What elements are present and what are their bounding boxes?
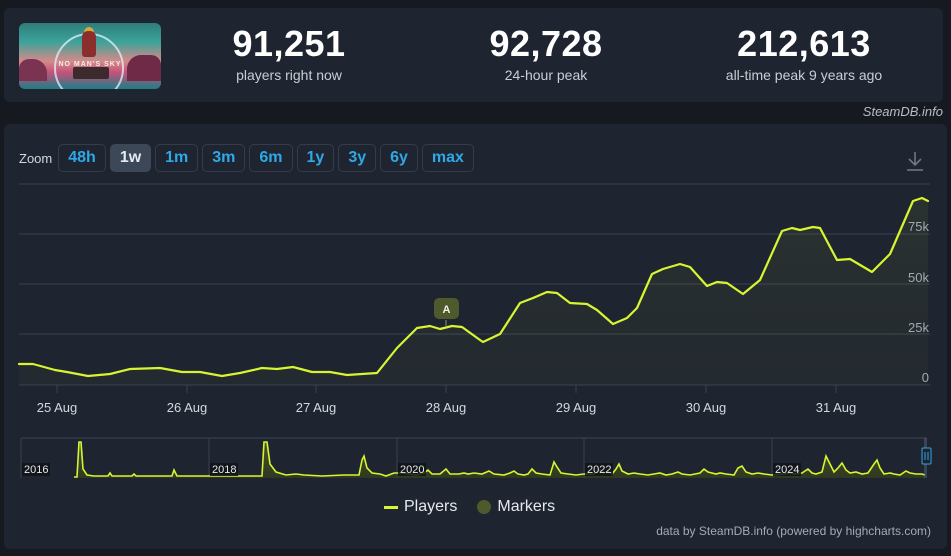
navigator[interactable]: 2016 2018 2020 2022 2024 — [20, 437, 932, 478]
year-label: 2016 — [24, 464, 48, 476]
zoom-max-button[interactable]: max — [421, 144, 474, 172]
x-label: 31 Aug — [816, 400, 857, 415]
x-axis-ticks — [56, 385, 837, 393]
chart-legend: Players Markers — [384, 498, 575, 516]
game-logo-text: NO MAN'S SKY — [58, 61, 122, 68]
y-axis-labels: 75k 50k 25k 0 — [908, 219, 929, 385]
zoom-6m-button[interactable]: 6m — [249, 144, 293, 172]
year-label: 2022 — [587, 464, 611, 476]
year-label: 2024 — [775, 464, 799, 476]
trees-right — [127, 55, 161, 81]
zoom-48h-button[interactable]: 48h — [58, 144, 106, 172]
download-icon[interactable] — [905, 150, 925, 172]
chart-card: Zoom 48h 1w 1m 3m 6m 1y 3y 6y max — [4, 124, 947, 549]
x-label: 28 Aug — [426, 400, 467, 415]
stat-label: 24-hour peak — [504, 67, 588, 83]
stat-all-time-peak: 212,613 all-time peak 9 years ago — [704, 24, 904, 84]
zoom-1y-button[interactable]: 1y — [296, 144, 335, 172]
zoom-toolbar: Zoom 48h 1w 1m 3m 6m 1y 3y 6y max — [19, 144, 478, 172]
markers-dot-icon — [477, 500, 492, 514]
stat-value: 92,728 — [489, 23, 603, 64]
chart-credit[interactable]: data by SteamDB.info (powered by highcha… — [656, 524, 931, 538]
legend-label: Markers — [497, 498, 556, 515]
players-line[interactable] — [17, 196, 930, 378]
zoom-3m-button[interactable]: 3m — [202, 144, 246, 172]
zoom-3y-button[interactable]: 3y — [338, 144, 377, 172]
navigator-area — [74, 442, 925, 478]
y-label-0: 0 — [922, 370, 929, 385]
y-label-75k: 75k — [908, 219, 929, 234]
x-label: 29 Aug — [556, 400, 597, 415]
rover — [73, 67, 109, 79]
stat-24h-peak: 92,728 24-hour peak — [466, 24, 626, 84]
zoom-label: Zoom — [19, 150, 53, 166]
x-label: 26 Aug — [167, 400, 208, 415]
year-label: 2018 — [212, 464, 236, 476]
stat-label: players right now — [236, 67, 342, 83]
navigator-year-dividers — [20, 438, 773, 478]
summary-panel: NO MAN'S SKY 91,251 players right now 92… — [4, 8, 943, 102]
year-label: 2020 — [400, 464, 424, 476]
zoom-1m-button[interactable]: 1m — [155, 144, 199, 172]
players-area — [19, 198, 928, 385]
x-label: 27 Aug — [296, 400, 337, 415]
steamdb-credit-link[interactable]: SteamDB.info — [862, 104, 943, 119]
stat-value: 212,613 — [737, 23, 871, 64]
legend-item-players[interactable]: Players — [384, 498, 457, 516]
stat-current-players: 91,251 players right now — [209, 24, 369, 84]
legend-label: Players — [404, 498, 458, 515]
x-label: 30 Aug — [686, 400, 727, 415]
navigator-line — [74, 441, 926, 478]
players-line-icon — [384, 505, 398, 509]
legend-item-markers[interactable]: Markers — [477, 498, 555, 516]
event-marker-a[interactable]: A — [434, 298, 459, 327]
stat-label: all-time peak 9 years ago — [725, 67, 883, 83]
x-label: 25 Aug — [37, 400, 78, 415]
zoom-1w-button[interactable]: 1w — [109, 144, 152, 172]
game-capsule-image[interactable]: NO MAN'S SKY — [19, 23, 161, 89]
zoom-6y-button[interactable]: 6y — [380, 144, 418, 172]
x-axis-labels: 25 Aug 26 Aug 27 Aug 28 Aug 29 Aug 30 Au… — [37, 400, 857, 415]
y-label-25k: 25k — [908, 320, 929, 335]
trees-left — [19, 59, 47, 81]
marker-label: A — [443, 304, 451, 316]
stat-value: 91,251 — [232, 23, 346, 64]
astronaut-figure — [82, 31, 96, 57]
navigator-year-labels: 2016 2018 2020 2022 2024 — [22, 463, 801, 476]
navigator-handle-right[interactable] — [921, 447, 932, 465]
player-chart[interactable]: A 75k 50k 25k 0 25 Aug 26 Aug 27 Aug 28 … — [4, 124, 947, 549]
y-label-50k: 50k — [908, 270, 929, 285]
